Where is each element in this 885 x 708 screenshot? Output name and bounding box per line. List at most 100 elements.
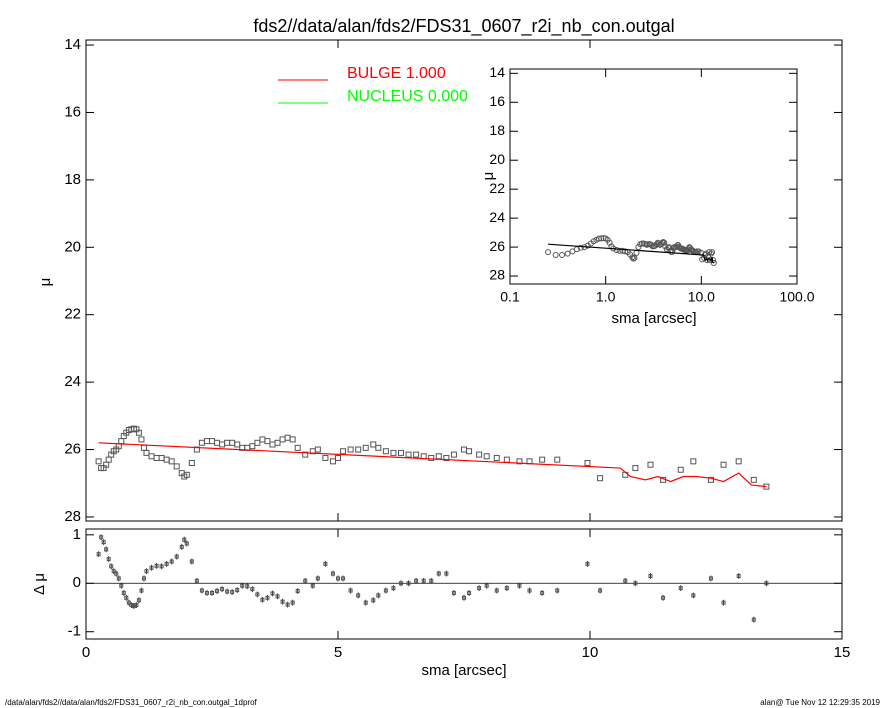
data-point [323,561,328,566]
data-point [290,600,295,605]
x-tick-label: 5 [334,644,342,661]
data-point [483,453,490,460]
data-point [234,441,241,448]
data-point [662,243,669,250]
data-point [153,454,160,461]
data-point [164,561,169,566]
data-point [260,597,265,602]
inset-frame [509,68,798,285]
x-tick-label: 0 [82,644,90,661]
data-point [341,576,346,581]
data-point [690,458,697,465]
data-point [139,588,144,593]
model-line [98,442,767,488]
data-point [210,590,214,595]
data-point [462,595,466,600]
legend-label: NUCLEUS 0.000 [347,88,468,105]
data-point [363,600,368,605]
data-point [429,578,434,583]
data-point [540,590,545,595]
data-point [598,235,605,242]
data-point [101,540,106,545]
data-point [421,578,426,583]
data-point [413,451,420,458]
data-point [182,537,187,542]
data-point [370,441,377,448]
y-tick-label: 20 [489,151,505,167]
main-frame [85,39,843,522]
data-point [285,602,290,607]
data-point [194,578,199,583]
y-tick-label: 20 [64,238,81,255]
y-tick-label: 26 [64,441,81,458]
data-point [119,583,124,588]
data-point [405,451,412,458]
data-point [149,565,154,570]
data-point [661,595,666,600]
data-point [450,451,457,458]
y-tick-label: 24 [64,373,81,390]
data-point [355,446,362,453]
data-point [622,248,629,255]
data-point [314,446,321,453]
data-point [691,593,696,598]
data-point [184,541,189,546]
data-point [280,599,285,604]
data-point [613,246,620,253]
data-point [96,552,101,557]
data-point [428,454,435,461]
footer-left: /data/alan/fds2//data/alan/fds2/FDS31_06… [5,698,258,707]
legend-label: BULGE 1.000 [347,65,446,82]
y-tick-label: 16 [64,103,81,120]
data-point [630,255,637,262]
data-point [203,438,210,445]
data-point [143,449,150,456]
data-point [461,446,467,453]
data-point [173,463,180,470]
data-point [371,598,376,603]
data-point [375,444,382,451]
data-point [183,471,190,478]
data-point [188,460,195,467]
data-point [199,588,204,593]
data-point [632,465,639,472]
y-tick-label: 0 [73,574,81,591]
data-point [564,250,571,257]
data-point [114,571,119,576]
data-point [235,588,240,593]
data-point [214,439,221,446]
y-tick-label: 16 [489,93,505,109]
data-point [310,583,315,588]
data-point [710,260,717,267]
data-point [99,535,104,540]
data-point [382,448,389,455]
y-tick-label: 14 [489,64,505,80]
data-point [329,458,336,465]
data-point [245,584,250,589]
chart-title: fds2//data/alan/fds2/FDS31_0607_r2i_nb_c… [253,16,674,37]
data-point [220,587,225,592]
data-point [678,586,683,591]
model-line [548,243,715,264]
data-point [95,458,102,465]
data-point [552,252,559,259]
data-point [174,554,179,559]
data-point [631,254,638,261]
data-point [159,564,164,569]
data-point [169,559,174,564]
data-point [154,563,159,568]
data-point [577,244,584,251]
data-point [229,439,236,446]
data-point [303,578,308,583]
y-tick-label: 22 [489,180,505,196]
data-point [648,574,653,579]
data-point [597,475,604,482]
data-point [466,448,473,455]
data-point [750,476,757,483]
data-point [284,434,291,441]
y-tick-label: -1 [68,623,81,640]
data-point [135,429,142,436]
data-point [484,583,489,588]
data-point [121,590,126,595]
